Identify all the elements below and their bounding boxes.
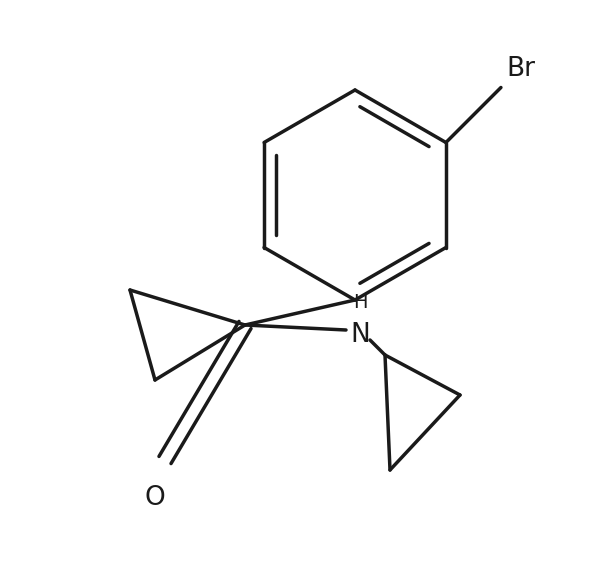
Text: O: O	[145, 485, 166, 511]
Text: N: N	[350, 322, 370, 348]
Text: H: H	[353, 293, 367, 312]
Text: Br: Br	[506, 56, 535, 83]
